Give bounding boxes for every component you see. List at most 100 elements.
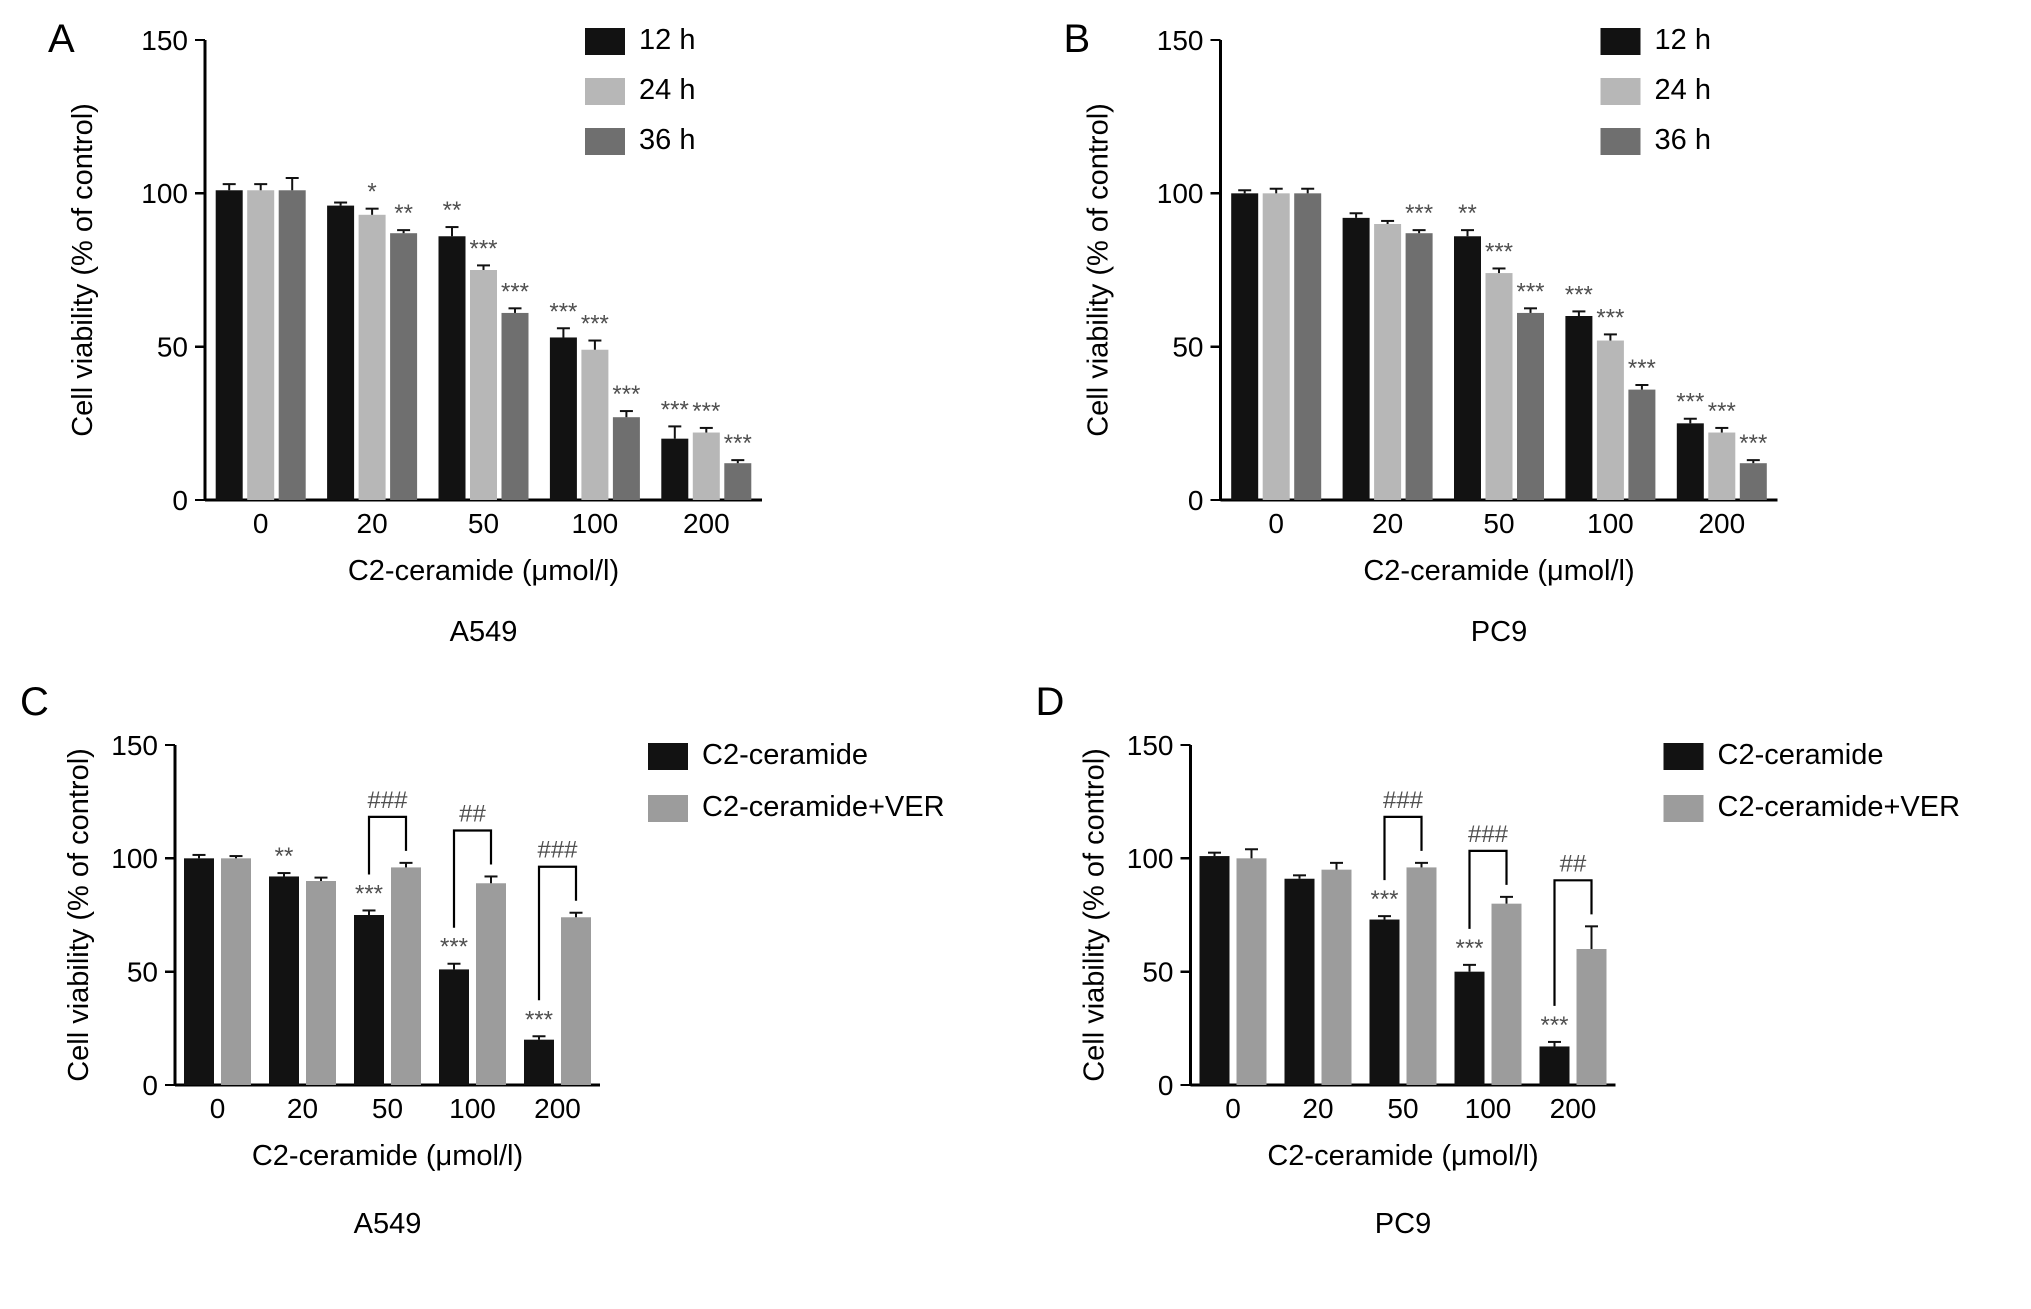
bar — [391, 867, 421, 1085]
bracket-significance-label: ### — [1468, 821, 1509, 848]
significance-label: *** — [1516, 278, 1544, 305]
x-tick-label: 200 — [683, 508, 730, 539]
legend-label: 36 h — [639, 124, 695, 156]
bar — [184, 858, 214, 1085]
bar — [1284, 878, 1315, 1085]
panel-C: C Cell viability (% of control) 0 50 100 150 0… — [0, 655, 1015, 1309]
bar — [269, 876, 299, 1085]
bar — [221, 858, 251, 1085]
significance-label: ** — [443, 197, 462, 224]
x-tick-label: 200 — [534, 1093, 581, 1124]
y-tick-label: 150 — [111, 730, 158, 761]
bar — [306, 881, 336, 1085]
bar — [354, 915, 384, 1085]
bar — [1231, 193, 1259, 501]
bar — [561, 917, 591, 1085]
cell-line-label: PC9 — [1471, 616, 1527, 648]
y-tick-label: 0 — [172, 485, 188, 516]
bar — [549, 337, 577, 500]
bar — [1369, 919, 1400, 1085]
legend-swatch — [648, 795, 688, 822]
x-tick-label: 50 — [1387, 1093, 1418, 1124]
legend-label: C2-ceramide — [1718, 739, 1884, 771]
chart-A-svg: A Cell viability (% of control) 0 50 100 150 0… — [48, 17, 762, 648]
bar — [215, 190, 243, 500]
bar — [612, 417, 640, 500]
significance-label: *** — [469, 235, 497, 262]
legend-swatch — [585, 28, 625, 55]
significance-label: *** — [525, 1006, 553, 1033]
bar — [1485, 273, 1513, 500]
y-tick-label: 50 — [157, 331, 188, 362]
legend-label: 12 h — [639, 24, 695, 56]
legend-label: C2-ceramide — [702, 739, 868, 771]
bar — [1294, 193, 1322, 501]
panel-D: D Cell viability (% of control) 0 50 100 150 0… — [1015, 655, 2031, 1309]
legend-swatch — [1600, 128, 1641, 155]
y-tick-label: 0 — [1158, 1070, 1174, 1101]
chart-D-svg: D Cell viability (% of control) 0 50 100 150 0… — [1036, 680, 1961, 1240]
legend-label: C2-ceramide+VER — [702, 791, 945, 823]
bar — [1236, 858, 1267, 1085]
bar — [1676, 423, 1704, 500]
significance-label: *** — [661, 396, 689, 423]
panel-letter: D — [1036, 680, 1065, 724]
x-tick-label: 50 — [372, 1093, 403, 1124]
comparison-bracket — [1553, 879, 1593, 1006]
x-tick-label: 0 — [210, 1093, 226, 1124]
bar — [724, 463, 752, 500]
x-tick-label: 50 — [468, 508, 499, 539]
significance-label: *** — [1565, 281, 1593, 308]
significance-label: *** — [1676, 389, 1704, 416]
panel-B: B Cell viability (% of control) 0 50 100 150 0… — [1015, 0, 2031, 655]
bar — [1739, 463, 1767, 500]
x-tick-label: 50 — [1483, 508, 1514, 539]
bar — [439, 969, 469, 1085]
legend-label: C2-ceramide+VER — [1718, 791, 1961, 823]
legend-swatch — [1663, 743, 1704, 770]
comparison-bracket — [537, 865, 578, 1001]
legend-swatch — [585, 128, 625, 155]
x-axis-label: C2-ceramide (μmol/l) — [1363, 555, 1634, 587]
bar — [438, 236, 466, 500]
chart-C-svg: C Cell viability (% of control) 0 50 100 150 0… — [20, 680, 945, 1240]
bar — [247, 190, 275, 500]
bracket-significance-label: ### — [1383, 787, 1424, 814]
bar — [1374, 224, 1402, 500]
significance-label: *** — [1405, 200, 1433, 227]
bar — [661, 438, 689, 500]
significance-label: *** — [1739, 430, 1767, 457]
legend-swatch — [1600, 78, 1641, 105]
cell-line-label: A549 — [354, 1208, 422, 1240]
legend-swatch — [1600, 28, 1641, 55]
y-axis-label: Cell viability (% of control) — [63, 748, 95, 1082]
y-tick-label: 50 — [1142, 956, 1173, 987]
bar — [1262, 193, 1290, 501]
significance-label: *** — [1628, 355, 1656, 382]
y-tick-label: 150 — [1127, 730, 1174, 761]
legend-label: 12 h — [1655, 24, 1711, 56]
y-tick-label: 50 — [127, 956, 158, 987]
significance-label: *** — [581, 311, 609, 338]
x-tick-label: 100 — [1465, 1093, 1512, 1124]
significance-label: ** — [394, 200, 413, 227]
bar — [327, 205, 355, 500]
bar — [501, 312, 529, 500]
y-axis-label: Cell viability (% of control) — [1083, 103, 1115, 437]
y-tick-label: 0 — [142, 1070, 158, 1101]
x-tick-label: 100 — [449, 1093, 496, 1124]
x-tick-label: 20 — [357, 508, 388, 539]
legend-swatch — [648, 743, 688, 770]
x-tick-label: 0 — [253, 508, 269, 539]
bar — [476, 883, 506, 1085]
y-tick-label: 100 — [1157, 178, 1204, 209]
cell-line-label: PC9 — [1375, 1208, 1431, 1240]
bar — [1406, 867, 1437, 1085]
x-tick-label: 0 — [1225, 1093, 1241, 1124]
chart-B-svg: B Cell viability (% of control) 0 50 100 150 0… — [1064, 17, 1778, 648]
bar — [1628, 389, 1656, 500]
significance-label: *** — [724, 430, 752, 457]
bar — [1454, 971, 1485, 1085]
significance-label: ** — [1458, 200, 1477, 227]
y-tick-label: 150 — [1157, 25, 1204, 56]
